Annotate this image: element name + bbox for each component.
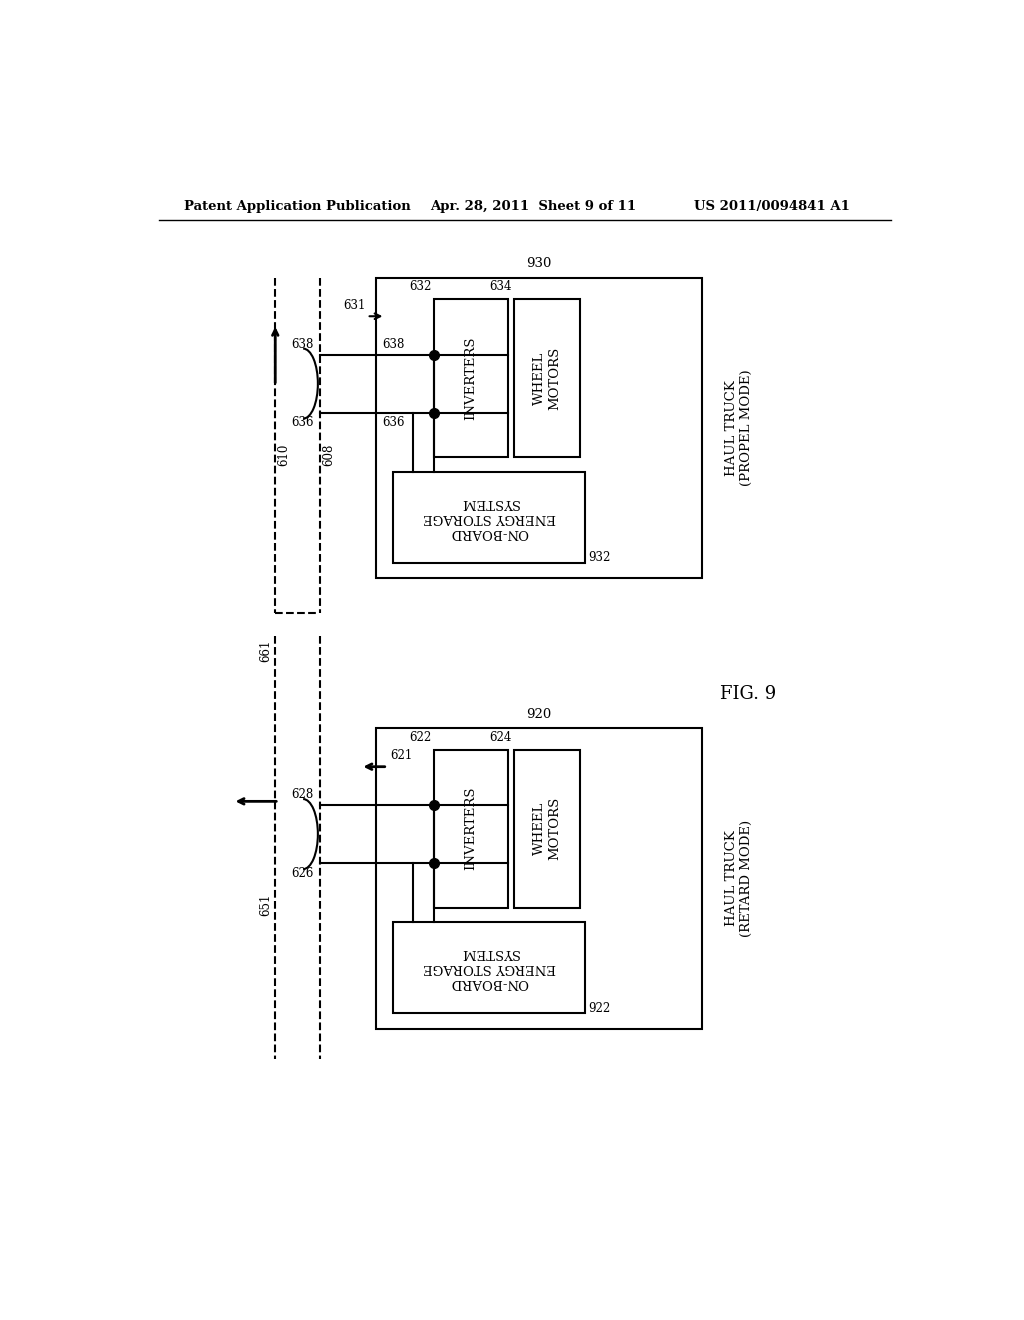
Bar [376,729,701,1028]
Text: 626: 626 [292,867,314,880]
Text: 624: 624 [489,730,512,743]
Text: INVERTERS: INVERTERS [465,337,477,420]
Text: ON-BOARD
ENERGY STORAGE
SYSTEM: ON-BOARD ENERGY STORAGE SYSTEM [423,496,556,539]
Text: 634: 634 [489,280,512,293]
Bar [514,300,580,457]
Text: 651: 651 [259,894,272,916]
Text: 636: 636 [382,416,404,429]
Text: 621: 621 [390,748,413,762]
Text: 922: 922 [589,1002,610,1015]
Text: 661: 661 [259,640,272,663]
Bar [376,277,701,578]
Bar [434,300,508,457]
Text: 638: 638 [382,338,404,351]
Text: FIG. 9: FIG. 9 [720,685,776,702]
Text: 636: 636 [292,416,314,429]
Text: HAUL TRUCK
(PROPEL MODE): HAUL TRUCK (PROPEL MODE) [725,370,753,486]
Text: ON-BOARD
ENERGY STORAGE
SYSTEM: ON-BOARD ENERGY STORAGE SYSTEM [423,946,556,989]
Bar [393,923,586,1014]
Bar [393,471,586,562]
Text: 932: 932 [589,552,610,564]
Text: US 2011/0094841 A1: US 2011/0094841 A1 [693,199,850,213]
Bar [514,750,580,908]
Bar [434,750,508,908]
Text: 628: 628 [292,788,314,801]
Text: HAUL TRUCK
(RETARD MODE): HAUL TRUCK (RETARD MODE) [725,820,753,937]
Text: 632: 632 [410,280,432,293]
Text: INVERTERS: INVERTERS [465,787,477,870]
Text: 930: 930 [526,257,552,271]
Text: Patent Application Publication: Patent Application Publication [183,199,411,213]
Text: 631: 631 [343,298,366,312]
Text: 610: 610 [278,444,291,466]
Text: 638: 638 [292,338,314,351]
Text: 622: 622 [410,730,432,743]
Text: WHEEL
MOTORS: WHEEL MOTORS [532,797,561,861]
Text: WHEEL
MOTORS: WHEEL MOTORS [532,347,561,411]
Text: 920: 920 [526,708,551,721]
Text: Apr. 28, 2011  Sheet 9 of 11: Apr. 28, 2011 Sheet 9 of 11 [430,199,636,213]
Text: 608: 608 [323,444,336,466]
